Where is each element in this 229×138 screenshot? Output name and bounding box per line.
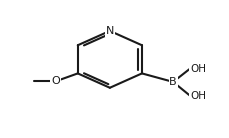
- Text: O: O: [51, 76, 60, 86]
- Text: OH: OH: [189, 64, 205, 74]
- Text: N: N: [105, 26, 114, 36]
- Text: OH: OH: [189, 91, 205, 101]
- Text: B: B: [169, 77, 176, 87]
